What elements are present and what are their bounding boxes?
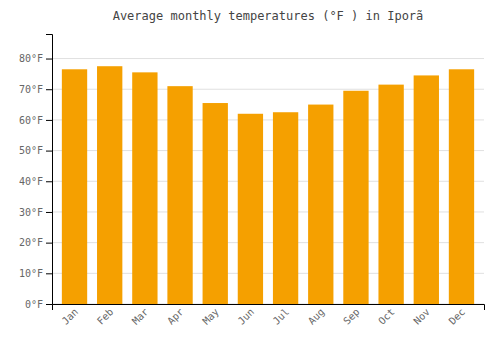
y-tick-mark <box>46 59 52 60</box>
bar <box>414 75 439 304</box>
y-tick: 70°F <box>19 84 52 95</box>
x-tick: Sep <box>341 306 362 327</box>
y-tick-label: 70°F <box>19 84 43 95</box>
bar <box>273 112 298 304</box>
y-tick-label: 50°F <box>19 145 43 156</box>
y-axis: 0°F 10°F 20°F 30°F 40°F 50°F 60°F 70°F 80°F <box>19 35 53 310</box>
x-tick-label: Nov <box>411 306 432 327</box>
x-tick-label: Feb <box>95 306 116 327</box>
bar <box>238 114 263 304</box>
bar <box>167 86 192 304</box>
y-tick: 60°F <box>19 115 52 126</box>
x-tick: Jan <box>60 306 81 327</box>
x-tick-label: Jan <box>60 306 81 327</box>
y-tick-mark <box>46 243 52 244</box>
y-axis-line <box>46 35 53 305</box>
x-tick-label: Jun <box>236 306 257 327</box>
grid <box>52 59 484 304</box>
y-tick: 0°F <box>25 299 52 310</box>
y-tick: 30°F <box>19 207 52 218</box>
y-tick-mark <box>46 212 52 213</box>
bar <box>308 105 333 304</box>
y-tick: 20°F <box>19 237 52 248</box>
bar <box>62 69 87 304</box>
x-tick: Nov <box>411 306 432 327</box>
x-tick-label: May <box>200 306 221 327</box>
x-tick: Aug <box>306 306 327 327</box>
title: Average monthly temperatures (°F ) in Ip… <box>113 9 424 23</box>
y-tick-label: 60°F <box>19 115 43 126</box>
y-tick-mark <box>46 89 52 90</box>
y-tick-label: 20°F <box>19 237 43 248</box>
x-tick: Feb <box>95 306 116 327</box>
x-axis-line <box>53 305 485 311</box>
plot-area <box>62 66 474 304</box>
bar <box>203 103 228 304</box>
bar <box>378 85 403 304</box>
chart: 0°F 10°F 20°F 30°F 40°F 50°F 60°F 70°F 80°F Jan Fe… <box>0 0 500 350</box>
grid-line <box>52 58 484 59</box>
x-tick-label: Jul <box>271 306 292 327</box>
x-tick-label: Apr <box>165 306 186 327</box>
x-axis: Jan Feb Mar Apr May Jun Jul Aug Sep Oct Nov Dec <box>53 305 485 327</box>
x-tick-label: Dec <box>447 306 468 327</box>
y-tick-mark <box>46 181 52 182</box>
y-tick-label: 30°F <box>19 207 43 218</box>
bar <box>449 69 474 304</box>
y-tick: 80°F <box>19 53 52 64</box>
x-tick: Dec <box>447 306 468 327</box>
x-tick: Jun <box>236 306 257 327</box>
y-tick-mark <box>46 304 52 305</box>
y-tick: 10°F <box>19 268 52 279</box>
x-tick-label: Oct <box>376 306 397 327</box>
y-tick-mark <box>46 120 52 121</box>
x-tick: Oct <box>376 306 397 327</box>
bar <box>132 72 157 304</box>
y-tick-label: 40°F <box>19 176 43 187</box>
y-tick-label: 0°F <box>25 299 43 310</box>
y-tick: 50°F <box>19 145 52 156</box>
y-tick: 40°F <box>19 176 52 187</box>
bar <box>97 66 122 304</box>
x-tick: Jul <box>271 306 292 327</box>
x-tick: Mar <box>130 306 151 327</box>
bar <box>343 91 368 304</box>
y-tick-mark <box>46 151 52 152</box>
y-tick-label: 80°F <box>19 53 43 64</box>
x-tick-label: Sep <box>341 306 362 327</box>
x-tick-label: Mar <box>130 306 151 327</box>
x-tick: Apr <box>165 306 186 327</box>
y-tick-label: 10°F <box>19 268 43 279</box>
x-tick-label: Aug <box>306 306 327 327</box>
y-tick-mark <box>46 273 52 274</box>
x-tick: May <box>200 306 221 327</box>
